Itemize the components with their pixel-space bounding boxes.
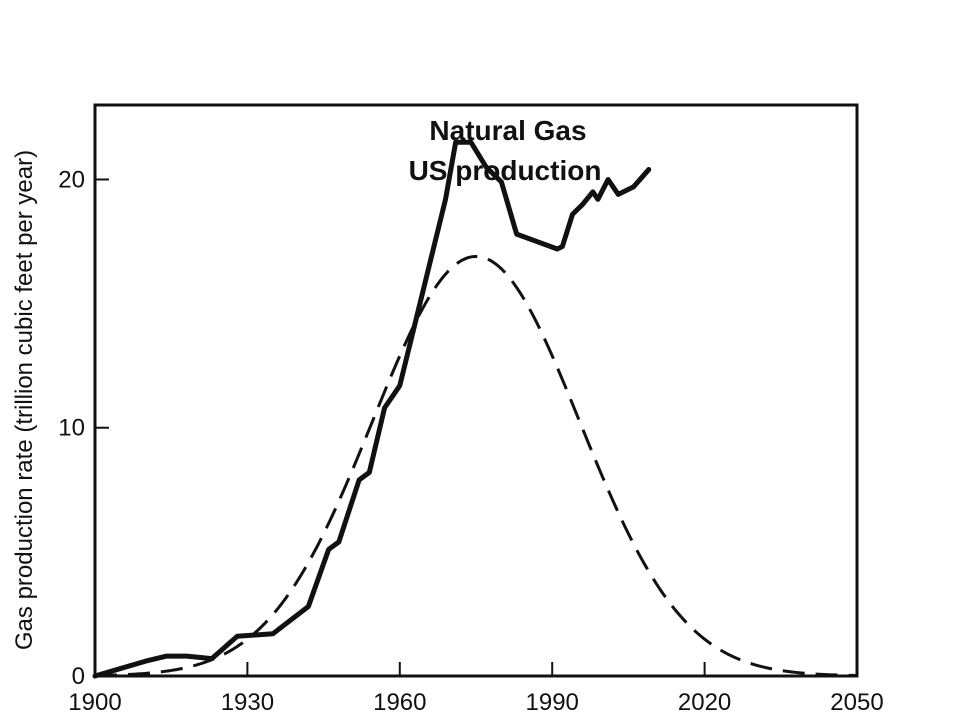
series-layer bbox=[92, 139, 858, 679]
plot-frame-group bbox=[93, 103, 859, 678]
x-tick-label: 1990 bbox=[526, 689, 579, 716]
y-axis-ticks: 0 10 20 bbox=[58, 166, 109, 690]
y-axis-title: Gas production rate (trillion cubic feet… bbox=[11, 150, 38, 650]
y-tick-label: 10 bbox=[58, 415, 85, 442]
series-line-actual-production bbox=[92, 139, 652, 679]
y-tick-label: 20 bbox=[58, 166, 85, 193]
y-tick-label: 0 bbox=[72, 663, 85, 690]
x-axis-ticks: 1900 1930 1960 1990 2020 2050 bbox=[68, 662, 884, 716]
chart-title-line-2: US production bbox=[409, 155, 602, 186]
plot-frame bbox=[93, 103, 859, 678]
x-tick-label: 2050 bbox=[830, 689, 883, 716]
chart-title-line-1: Natural Gas bbox=[429, 115, 586, 146]
x-tick-label: 1930 bbox=[221, 689, 274, 716]
series-line-model-curve bbox=[94, 254, 858, 678]
x-tick-label: 1900 bbox=[68, 689, 121, 716]
x-tick-label: 2020 bbox=[678, 689, 731, 716]
x-tick-label: 1960 bbox=[373, 689, 426, 716]
